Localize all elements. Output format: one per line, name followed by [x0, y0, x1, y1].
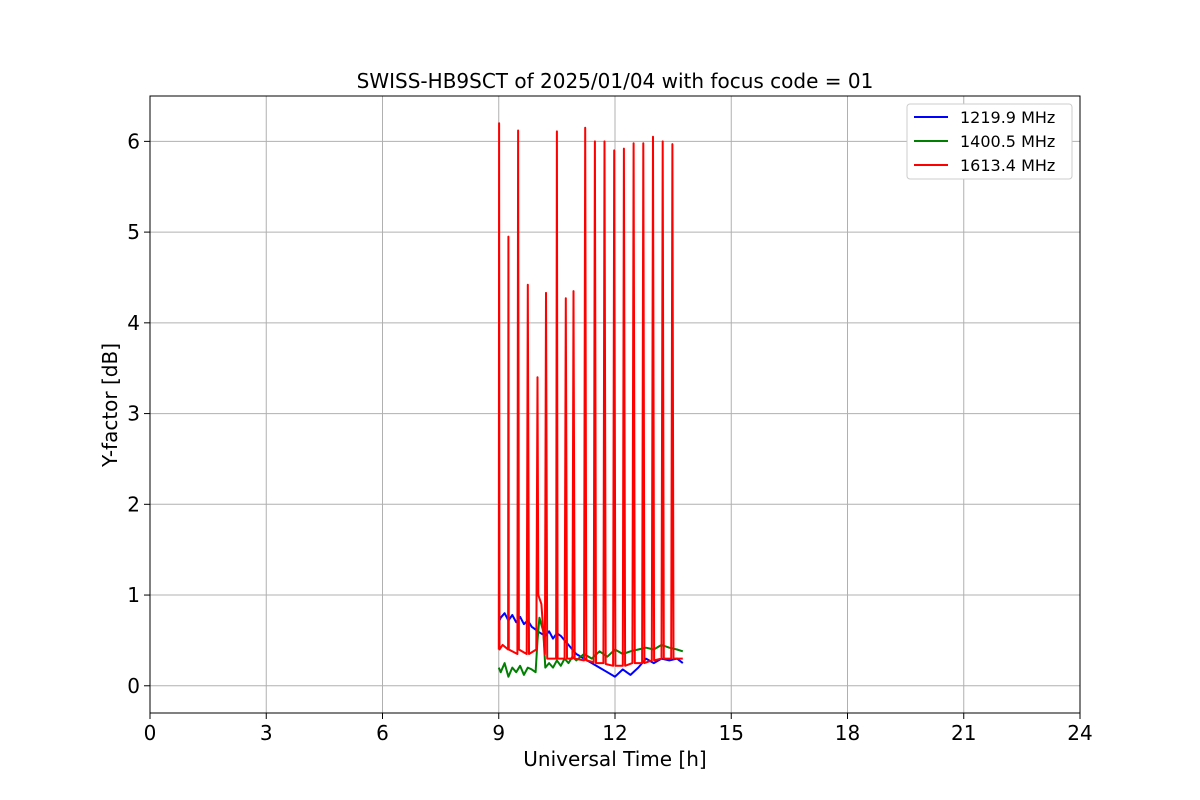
x-tick-label: 9	[492, 721, 505, 745]
legend-box	[906, 103, 1073, 180]
x-tick-label: 18	[835, 721, 860, 745]
legend: 1219.9 MHz 1400.5 MHz 1613.4 MHz	[906, 103, 1073, 180]
y-axis-label: Y-factor [dB]	[98, 343, 122, 468]
x-axis-label: Universal Time [h]	[523, 747, 706, 771]
x-tick-label: 24	[1067, 721, 1092, 745]
x-tick-label: 6	[376, 721, 389, 745]
x-tick-label: 0	[144, 721, 157, 745]
x-tick-label: 15	[719, 721, 744, 745]
legend-label: 1613.4 MHz	[960, 156, 1055, 175]
series-line-2	[497, 122, 683, 667]
x-axis: 0 3 6 9 12 15 18 21 24	[144, 713, 1093, 745]
y-tick-label: 5	[127, 220, 140, 244]
y-tick-label: 2	[127, 492, 140, 516]
y-axis: 0 1 2 3 4 5 6	[127, 129, 150, 698]
y-tick-label: 3	[127, 402, 140, 426]
x-tick-label: 12	[602, 721, 627, 745]
legend-label: 1400.5 MHz	[960, 132, 1055, 151]
y-tick-label: 6	[127, 129, 140, 153]
series-lines	[497, 122, 684, 678]
x-tick-label: 3	[260, 721, 273, 745]
chart-title: SWISS-HB9SCT of 2025/01/04 with focus co…	[357, 69, 874, 93]
y-tick-label: 4	[127, 311, 140, 335]
legend-label: 1219.9 MHz	[960, 108, 1055, 127]
series-line-1	[497, 616, 684, 678]
x-tick-label: 21	[951, 721, 976, 745]
y-tick-label: 0	[127, 674, 140, 698]
y-tick-label: 1	[127, 583, 140, 607]
